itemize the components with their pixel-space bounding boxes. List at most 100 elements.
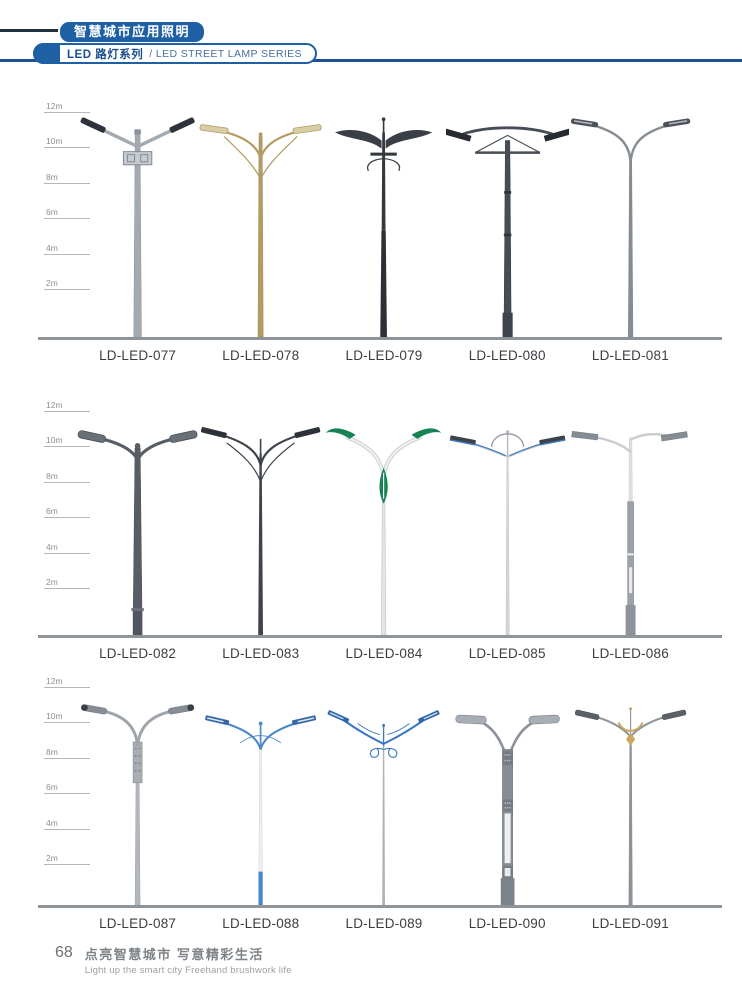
scale-mark: 4m — [44, 243, 90, 278]
scale-label: 10m — [46, 435, 63, 446]
scale-mark: 10m — [44, 136, 90, 171]
model-label: LD-LED-078 — [222, 348, 300, 363]
header-banner: 智慧城市应用照明 — [60, 22, 205, 42]
scale-mark: 8m — [44, 172, 90, 207]
scale-line — [44, 182, 90, 184]
scale-mark: 6m — [44, 506, 90, 541]
lamp-illustration-088 — [205, 715, 317, 905]
page-number: 68 — [55, 944, 73, 961]
scale-label: 12m — [46, 676, 63, 686]
lamp-illustration-079 — [335, 117, 433, 337]
scale-line — [44, 687, 90, 688]
ground-line — [38, 905, 722, 908]
model-label: LD-LED-088 — [222, 916, 300, 931]
scale-line — [44, 757, 90, 759]
scale-label: 12m — [46, 400, 63, 410]
model-label: LD-LED-091 — [591, 916, 669, 931]
model-label: LD-LED-082 — [99, 646, 177, 661]
scale-label: 12m — [46, 101, 63, 111]
scale-line — [44, 828, 90, 830]
scale-mark: 12m — [44, 101, 90, 136]
scale-line — [44, 112, 90, 113]
scale-label: 2m — [46, 277, 58, 288]
lamp-illustration-091 — [574, 707, 687, 905]
scale-label: 4m — [46, 817, 58, 828]
scale-mark: 2m — [44, 278, 90, 313]
scale-line — [44, 411, 90, 412]
scale-mark: 12m — [44, 676, 90, 711]
scale-mark: 2m — [44, 853, 90, 888]
height-scale: 12m 10m 8m 6m 4m 2m — [44, 101, 90, 313]
header-rule — [0, 59, 742, 62]
lamp-illustration-077 — [80, 117, 195, 337]
series-capsule: LED 路灯系列 / LED STREET LAMP SERIES — [33, 43, 317, 64]
scale-line — [44, 517, 90, 519]
scale-mark: 4m — [44, 818, 90, 853]
scale-label: 2m — [46, 576, 58, 587]
model-label: LD-LED-077 — [99, 348, 177, 363]
slogan-en: Light up the smart city Freehand brushwo… — [84, 965, 292, 976]
scale-line — [44, 446, 90, 448]
scale-mark: 10m — [44, 711, 90, 746]
scale-line — [44, 552, 90, 554]
model-label: LD-LED-089 — [345, 916, 423, 931]
lamp-illustration-090 — [455, 714, 560, 905]
ground-line — [38, 635, 722, 638]
lamp-illustration-087 — [81, 704, 195, 905]
scale-line — [44, 288, 90, 290]
scale-label: 8m — [46, 171, 58, 182]
lamp-illustration-078 — [199, 124, 322, 337]
model-label: LD-LED-079 — [345, 348, 423, 363]
scale-label: 4m — [46, 541, 58, 552]
scale-label: 2m — [46, 852, 58, 863]
model-label: LD-LED-086 — [591, 646, 669, 661]
scale-mark: 10m — [44, 435, 90, 470]
lamp-illustration-081 — [570, 118, 691, 337]
lamp-row-3: 12m 10m 8m 6m 4m 2m — [0, 676, 742, 936]
page-header: 智慧城市应用照明 LED 路灯系列 / LED STREET LAMP SERI… — [0, 0, 742, 64]
scale-label: 6m — [46, 506, 58, 517]
ground-line — [38, 337, 722, 340]
scale-mark: 6m — [44, 207, 90, 242]
scale-line — [44, 147, 90, 149]
lamp-illustration-086 — [571, 431, 688, 635]
scale-line — [44, 587, 90, 589]
scale-line — [44, 218, 90, 220]
height-scale: 12m 10m 8m 6m 4m 2m — [44, 400, 90, 612]
scale-label: 4m — [46, 242, 58, 253]
lamp-row-1: 12m 10m 8m 6m 4m 2m — [0, 88, 742, 368]
scale-line — [44, 793, 90, 795]
model-label: LD-LED-087 — [99, 916, 177, 931]
scale-label: 6m — [46, 782, 58, 793]
series-title-zh: LED 路灯系列 — [67, 48, 144, 61]
scale-label: 10m — [46, 136, 63, 147]
scale-mark: 12m — [44, 400, 90, 435]
scale-line — [44, 722, 90, 724]
series-capsule-cap — [33, 43, 60, 64]
lamp-row-2: 12m 10m 8m 6m 4m 2m — [0, 390, 742, 666]
scale-mark: 2m — [44, 577, 90, 612]
page-footer: 68 点亮智慧城市 写意精彩生活 Light up the smart city… — [55, 944, 742, 976]
model-label: LD-LED-081 — [591, 348, 669, 363]
lamp-illustration-080 — [445, 126, 569, 337]
lamp-illustration-085 — [449, 430, 566, 635]
model-label: LD-LED-080 — [468, 348, 546, 363]
model-label: LD-LED-090 — [468, 916, 546, 931]
scale-mark: 8m — [44, 747, 90, 782]
series-title-en: / LED STREET LAMP SERIES — [149, 47, 302, 60]
scale-line — [44, 253, 90, 255]
footer-slogan: 点亮智慧城市 写意精彩生活 Light up the smart city Fr… — [85, 944, 292, 976]
lamp-illustration-089 — [327, 710, 441, 905]
model-label: LD-LED-085 — [468, 646, 546, 661]
lamp-illustration-083 — [201, 427, 321, 635]
scale-label: 10m — [46, 711, 63, 722]
scale-line — [44, 481, 90, 483]
scale-label: 8m — [46, 470, 58, 481]
model-label: LD-LED-084 — [345, 646, 423, 661]
scale-label: 6m — [46, 207, 58, 218]
lamp-illustration-082 — [77, 430, 198, 635]
header-dash-line — [0, 29, 78, 32]
scale-line — [44, 863, 90, 865]
scale-label: 8m — [46, 746, 58, 757]
scale-mark: 6m — [44, 782, 90, 817]
